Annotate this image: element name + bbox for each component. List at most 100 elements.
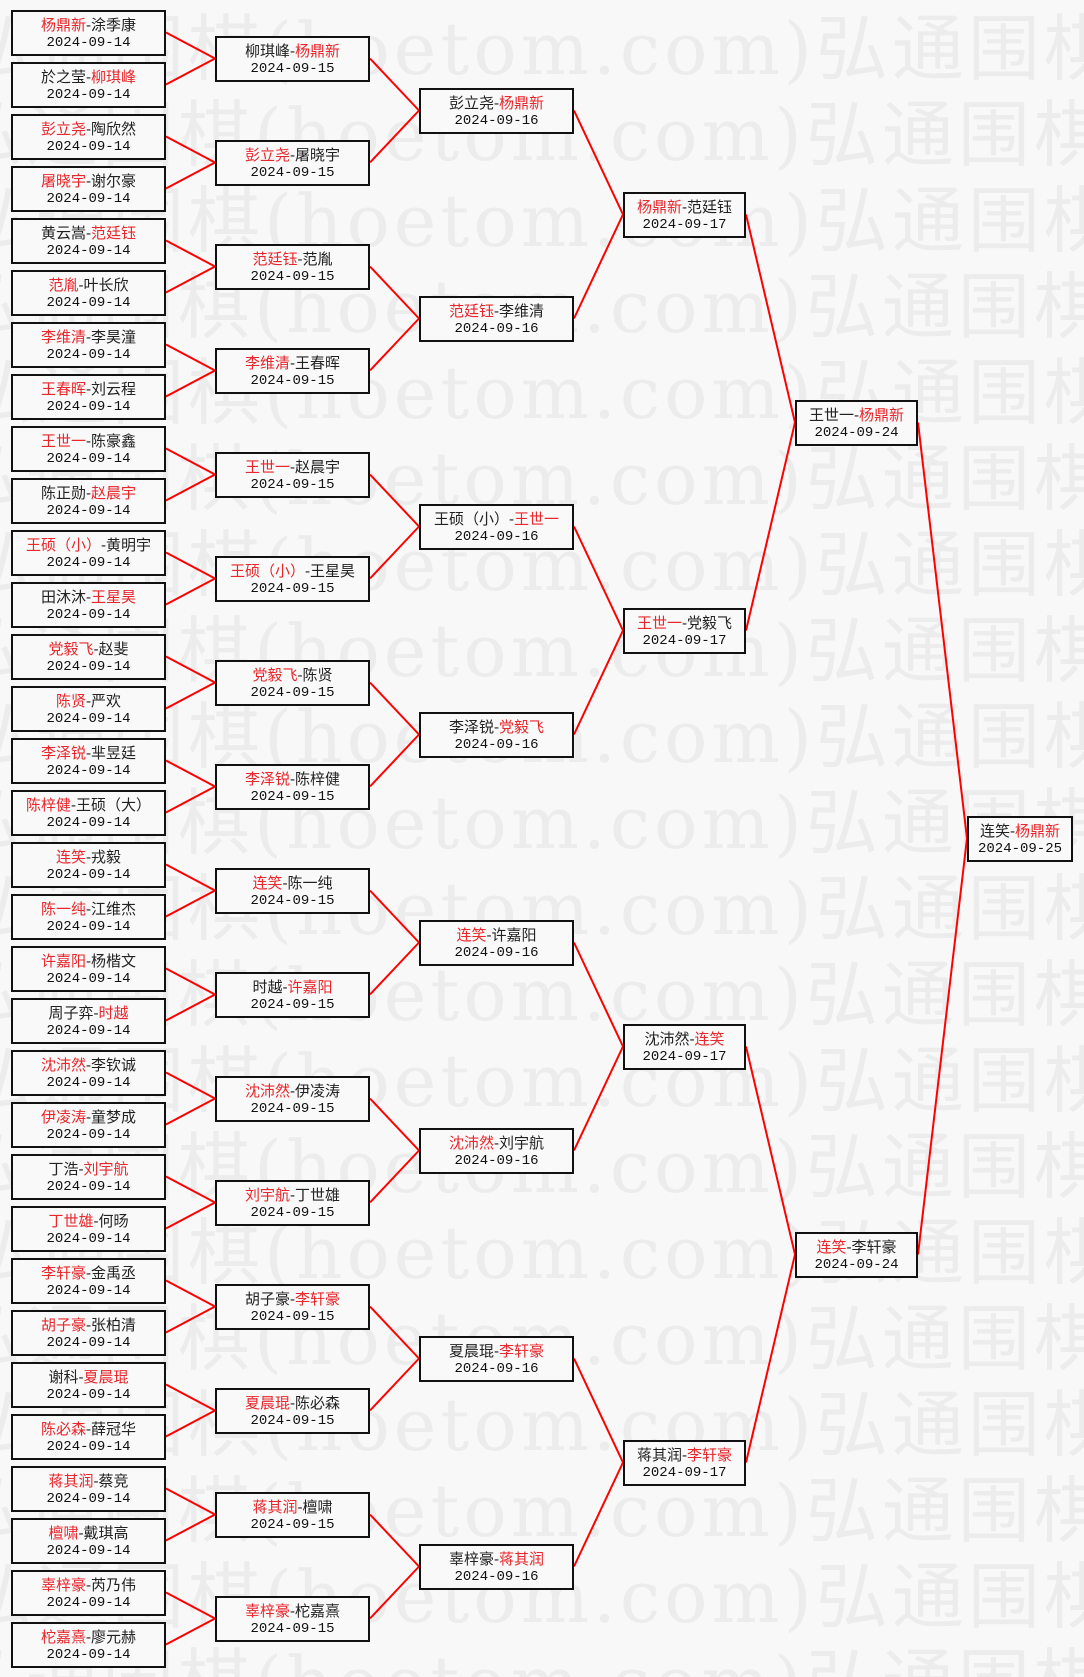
player-b: 叶长欣 — [83, 275, 129, 294]
player-a: 沈沛然 — [244, 1081, 290, 1100]
match-box-r2[interactable]: 蒋其润-檀啸 2024-09-15 — [215, 1491, 370, 1538]
separator: - — [853, 405, 860, 424]
player-b: 王世一 — [514, 509, 560, 528]
match-box-r1[interactable]: 於之莹-柳琪峰 2024-09-14 — [11, 61, 166, 108]
match-box-r4[interactable]: 沈沛然-连笑 2024-09-17 — [623, 1023, 746, 1070]
player-b: 连笑 — [694, 1029, 725, 1048]
match-date: 2024-09-16 — [454, 1152, 539, 1169]
match-date: 2024-09-15 — [250, 476, 335, 493]
player-b: 芮乃伟 — [91, 1575, 137, 1594]
match-date: 2024-09-14 — [46, 398, 131, 415]
match-date: 2024-09-14 — [46, 138, 131, 155]
match-box-r1[interactable]: 伊凌涛-童梦成 2024-09-14 — [11, 1101, 166, 1148]
match-box-r1[interactable]: 王春晖-刘云程 2024-09-14 — [11, 373, 166, 420]
match-box-r6[interactable]: 连笑-杨鼎新 2024-09-25 — [967, 815, 1073, 862]
match-players: 李轩豪-金禹丞 — [13, 1264, 164, 1282]
match-box-r2[interactable]: 辜梓豪-柁嘉熹 2024-09-15 — [215, 1595, 370, 1642]
match-box-r3[interactable]: 彭立尧-杨鼎新 2024-09-16 — [419, 87, 574, 134]
player-a: 田沐沐 — [40, 587, 86, 606]
match-box-r1[interactable]: 杨鼎新-涂季康 2024-09-14 — [11, 9, 166, 56]
match-box-r1[interactable]: 辜梓豪-芮乃伟 2024-09-14 — [11, 1569, 166, 1616]
player-b: 檀啸 — [302, 1497, 333, 1516]
match-box-r1[interactable]: 谢科-夏晨琨 2024-09-14 — [11, 1361, 166, 1408]
match-box-r1[interactable]: 陈必森-薛冠华 2024-09-14 — [11, 1413, 166, 1460]
player-a: 王世一 — [808, 405, 854, 424]
match-box-r2[interactable]: 王硕（小）-王星昊 2024-09-15 — [215, 555, 370, 602]
match-box-r4[interactable]: 杨鼎新-范廷钰 2024-09-17 — [623, 191, 746, 238]
match-box-r3[interactable]: 王硕（小）-王世一 2024-09-16 — [419, 503, 574, 550]
player-a: 辜梓豪 — [244, 1601, 290, 1620]
match-box-r2[interactable]: 连笑-陈一纯 2024-09-15 — [215, 867, 370, 914]
separator: - — [85, 1627, 92, 1646]
player-b: 陈必森 — [295, 1393, 341, 1412]
match-box-r1[interactable]: 陈正勋-赵晨宇 2024-09-14 — [11, 477, 166, 524]
match-box-r3[interactable]: 夏晨琨-李轩豪 2024-09-16 — [419, 1335, 574, 1382]
separator: - — [289, 1289, 296, 1308]
match-date: 2024-09-14 — [46, 86, 131, 103]
connector-line — [745, 214, 796, 423]
player-b: 李轩豪 — [851, 1237, 897, 1256]
match-box-r4[interactable]: 王世一-党毅飞 2024-09-17 — [623, 607, 746, 654]
match-box-r2[interactable]: 柳琪峰-杨鼎新 2024-09-15 — [215, 35, 370, 82]
connector-line — [369, 525, 420, 580]
separator: - — [282, 873, 288, 892]
match-box-r1[interactable]: 柁嘉熹-廖元赫 2024-09-14 — [11, 1621, 166, 1668]
player-b: 李轩豪 — [499, 1341, 545, 1360]
match-box-r1[interactable]: 檀啸-戴琪高 2024-09-14 — [11, 1517, 166, 1564]
player-b: 王硕（大） — [76, 795, 152, 814]
match-box-r2[interactable]: 王世一-赵晨宇 2024-09-15 — [215, 451, 370, 498]
match-box-r1[interactable]: 彭立尧-陶欣然 2024-09-14 — [11, 113, 166, 160]
match-box-r3[interactable]: 沈沛然-刘宇航 2024-09-16 — [419, 1127, 574, 1174]
match-box-r1[interactable]: 周子弈-时越 2024-09-14 — [11, 997, 166, 1044]
match-box-r2[interactable]: 胡子豪-李轩豪 2024-09-15 — [215, 1283, 370, 1330]
match-box-r3[interactable]: 连笑-许嘉阳 2024-09-16 — [419, 919, 574, 966]
player-b: 范胤 — [302, 249, 333, 268]
match-box-r2[interactable]: 夏晨琨-陈必森 2024-09-15 — [215, 1387, 370, 1434]
match-box-r1[interactable]: 沈沛然-李钦诚 2024-09-14 — [11, 1049, 166, 1096]
match-box-r1[interactable]: 王硕（小）-黄明宇 2024-09-14 — [11, 529, 166, 576]
match-box-r1[interactable]: 蒋其润-蔡竞 2024-09-14 — [11, 1465, 166, 1512]
match-box-r1[interactable]: 黄云嵩-范廷钰 2024-09-14 — [11, 217, 166, 264]
match-box-r1[interactable]: 田沐沐-王星昊 2024-09-14 — [11, 581, 166, 628]
player-b: 陈豪鑫 — [91, 431, 137, 450]
match-date: 2024-09-14 — [46, 1594, 131, 1611]
separator: - — [85, 847, 92, 866]
match-box-r3[interactable]: 辜梓豪-蒋其润 2024-09-16 — [419, 1543, 574, 1590]
match-box-r2[interactable]: 党毅飞-陈贤 2024-09-15 — [215, 659, 370, 706]
player-b: 时越 — [98, 1003, 129, 1022]
match-box-r2[interactable]: 时越-许嘉阳 2024-09-15 — [215, 971, 370, 1018]
match-box-r1[interactable]: 陈梓健-王硕（大） 2024-09-14 — [11, 789, 166, 836]
match-box-r3[interactable]: 范廷钰-李维清 2024-09-16 — [419, 295, 574, 342]
match-box-r5[interactable]: 王世一-杨鼎新 2024-09-24 — [795, 399, 918, 446]
match-box-r1[interactable]: 李维清-李昊潼 2024-09-14 — [11, 321, 166, 368]
match-box-r1[interactable]: 陈一纯-江维杰 2024-09-14 — [11, 893, 166, 940]
player-a: 连笑 — [252, 873, 283, 892]
player-a: 王硕（小） — [25, 535, 101, 554]
match-box-r1[interactable]: 陈贤-严欢 2024-09-14 — [11, 685, 166, 732]
match-box-r1[interactable]: 屠晓宇-谢尔豪 2024-09-14 — [11, 165, 166, 212]
match-box-r2[interactable]: 范廷钰-范胤 2024-09-15 — [215, 243, 370, 290]
match-box-r1[interactable]: 李泽锐-芈昱廷 2024-09-14 — [11, 737, 166, 784]
match-box-r1[interactable]: 许嘉阳-杨楷文 2024-09-14 — [11, 945, 166, 992]
match-box-r1[interactable]: 王世一-陈豪鑫 2024-09-14 — [11, 425, 166, 472]
match-box-r2[interactable]: 李维清-王春晖 2024-09-15 — [215, 347, 370, 394]
match-box-r1[interactable]: 连笑-戎毅 2024-09-14 — [11, 841, 166, 888]
match-box-r1[interactable]: 胡子豪-张柏清 2024-09-14 — [11, 1309, 166, 1356]
match-box-r2[interactable]: 彭立尧-屠晓宇 2024-09-15 — [215, 139, 370, 186]
connector-line — [165, 577, 216, 606]
connector-line — [369, 1097, 420, 1152]
connector-line — [165, 57, 216, 86]
match-box-r1[interactable]: 党毅飞-赵斐 2024-09-14 — [11, 633, 166, 680]
match-box-r2[interactable]: 刘宇航-丁世雄 2024-09-15 — [215, 1179, 370, 1226]
match-box-r1[interactable]: 李轩豪-金禹丞 2024-09-14 — [11, 1257, 166, 1304]
match-box-r1[interactable]: 丁浩-刘宇航 2024-09-14 — [11, 1153, 166, 1200]
match-box-r1[interactable]: 范胤-叶长欣 2024-09-14 — [11, 269, 166, 316]
match-box-r2[interactable]: 李泽锐-陈梓健 2024-09-15 — [215, 763, 370, 810]
match-box-r5[interactable]: 连笑-李轩豪 2024-09-24 — [795, 1231, 918, 1278]
match-box-r1[interactable]: 丁世雄-何旸 2024-09-14 — [11, 1205, 166, 1252]
match-box-r4[interactable]: 蒋其润-李轩豪 2024-09-17 — [623, 1439, 746, 1486]
match-box-r2[interactable]: 沈沛然-伊凌涛 2024-09-15 — [215, 1075, 370, 1122]
match-box-r3[interactable]: 李泽锐-党毅飞 2024-09-16 — [419, 711, 574, 758]
player-b: 柁嘉熹 — [295, 1601, 341, 1620]
match-players: 王世一-陈豪鑫 — [13, 432, 164, 450]
